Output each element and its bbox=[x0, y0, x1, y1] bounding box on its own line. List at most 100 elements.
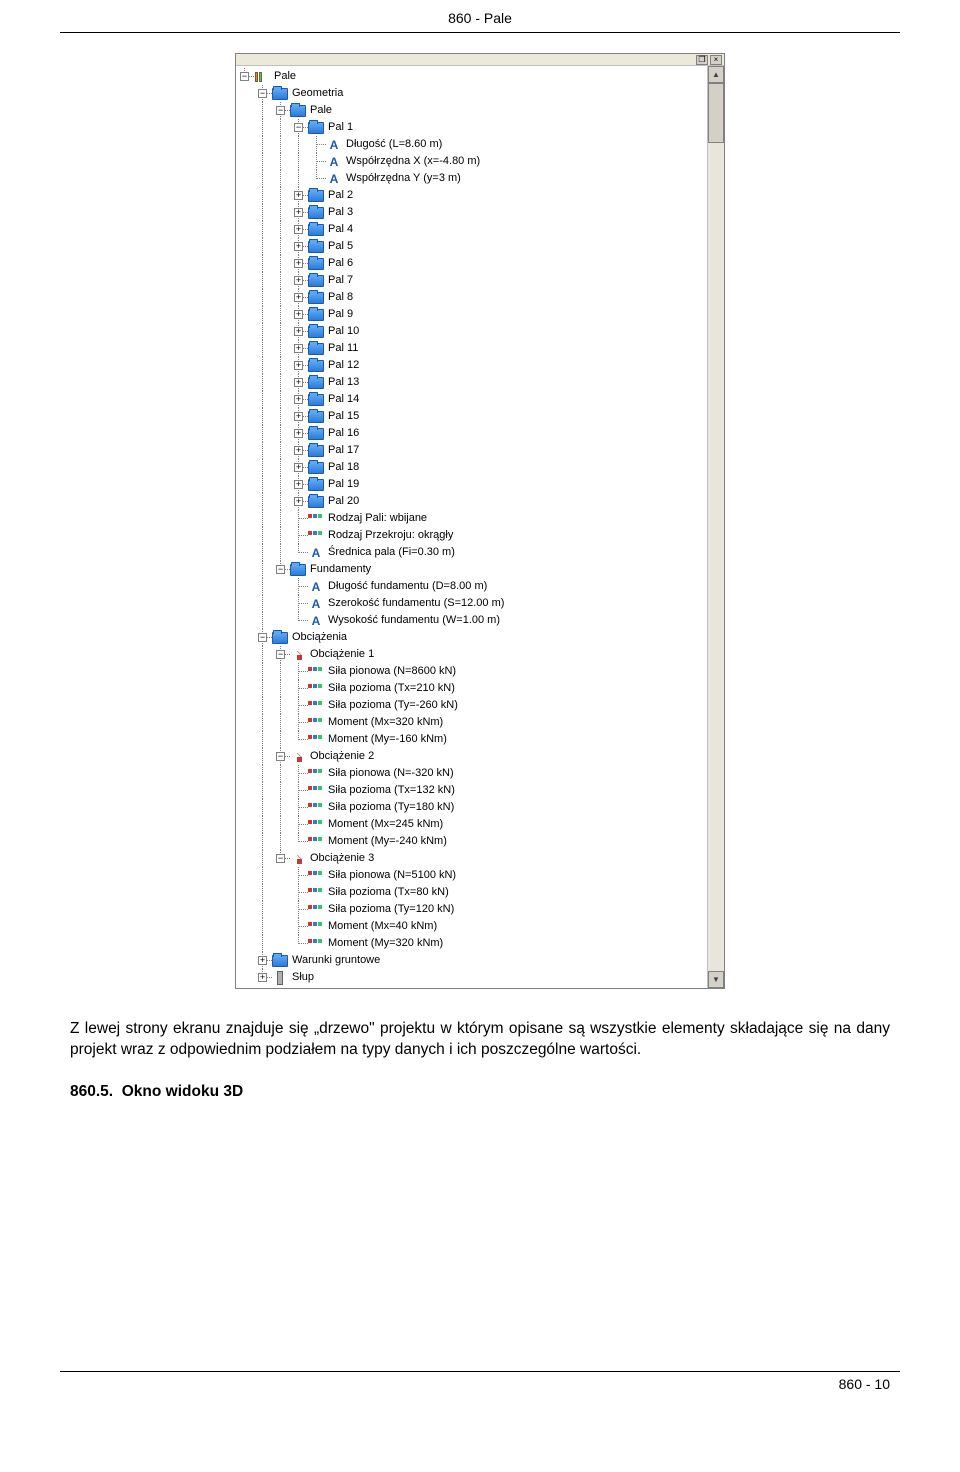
tree-pal[interactable]: +Pal 20 bbox=[236, 493, 707, 510]
tree-label: Rodzaj Pali: wbijane bbox=[328, 513, 427, 524]
tree-pal[interactable]: +Pal 17 bbox=[236, 442, 707, 459]
tree-load-prop[interactable]: Siła pozioma (Tx=132 kN) bbox=[236, 782, 707, 799]
tree-pal[interactable]: +Pal 3 bbox=[236, 204, 707, 221]
tree-pal[interactable]: +Pal 7 bbox=[236, 272, 707, 289]
tree-label: Siła pionowa (N=8600 kN) bbox=[328, 666, 456, 677]
tree-pale-attr[interactable]: Rodzaj Przekroju: okrągły bbox=[236, 527, 707, 544]
scroll-track[interactable] bbox=[708, 143, 724, 971]
tree-pal[interactable]: +Pal 4 bbox=[236, 221, 707, 238]
tree-slup[interactable]: +Słup bbox=[236, 969, 707, 986]
tree-load-prop[interactable]: Moment (My=320 kNm) bbox=[236, 935, 707, 952]
tree-label: Rodzaj Przekroju: okrągły bbox=[328, 530, 453, 541]
tree-label: Obciążenia bbox=[292, 632, 347, 643]
tree-pal[interactable]: +Pal 2 bbox=[236, 187, 707, 204]
tree-pale-attr[interactable]: AŚrednica pala (Fi=0.30 m) bbox=[236, 544, 707, 561]
project-tree[interactable]: −Pale−Geometria−Pale−Pal 1ADługość (L=8.… bbox=[236, 66, 707, 988]
tree-label: Moment (Mx=320 kNm) bbox=[328, 717, 443, 728]
tree-obciazenia[interactable]: −Obciążenia bbox=[236, 629, 707, 646]
tree-load-prop[interactable]: Moment (Mx=40 kNm) bbox=[236, 918, 707, 935]
tree-pal[interactable]: +Pal 9 bbox=[236, 306, 707, 323]
tree-label: Pal 1 bbox=[328, 122, 353, 133]
tree-label: Pal 20 bbox=[328, 496, 359, 507]
tree-pal[interactable]: +Pal 18 bbox=[236, 459, 707, 476]
tree-label: Współrzędna Y (y=3 m) bbox=[346, 173, 461, 184]
tree-pal1-prop[interactable]: AWspółrzędna X (x=-4.80 m) bbox=[236, 153, 707, 170]
tree-pal[interactable]: +Pal 12 bbox=[236, 357, 707, 374]
tree-fundamenty[interactable]: −Fundamenty bbox=[236, 561, 707, 578]
tree-label: Fundamenty bbox=[310, 564, 371, 575]
tree-label: Długość fundamentu (D=8.00 m) bbox=[328, 581, 487, 592]
tree-label: Długość (L=8.60 m) bbox=[346, 139, 442, 150]
tree-pal[interactable]: +Pal 16 bbox=[236, 425, 707, 442]
window-titlebar: ❐ × bbox=[236, 54, 724, 66]
tree-load-prop[interactable]: Moment (My=-160 kNm) bbox=[236, 731, 707, 748]
tree-load-prop[interactable]: Moment (Mx=245 kNm) bbox=[236, 816, 707, 833]
close-icon[interactable]: × bbox=[710, 55, 722, 65]
tree-label: Pal 16 bbox=[328, 428, 359, 439]
page-header: 860 - Pale bbox=[0, 0, 960, 30]
tree-pale-folder[interactable]: −Pale bbox=[236, 102, 707, 119]
tree-fund-prop[interactable]: AWysokość fundamentu (W=1.00 m) bbox=[236, 612, 707, 629]
tree-label: Pal 3 bbox=[328, 207, 353, 218]
tree-label: Siła pozioma (Ty=180 kN) bbox=[328, 802, 454, 813]
tree-pal[interactable]: +Pal 13 bbox=[236, 374, 707, 391]
tree-window: ❐ × −Pale−Geometria−Pale−Pal 1ADługość (… bbox=[235, 53, 725, 989]
tree-load[interactable]: −Obciążenie 3 bbox=[236, 850, 707, 867]
tree-geometria[interactable]: −Geometria bbox=[236, 85, 707, 102]
tree-load-prop[interactable]: Moment (My=-240 kNm) bbox=[236, 833, 707, 850]
tree-pale-attr[interactable]: Rodzaj Pali: wbijane bbox=[236, 510, 707, 527]
tree-label: Szerokość fundamentu (S=12.00 m) bbox=[328, 598, 504, 609]
tree-label: Pal 4 bbox=[328, 224, 353, 235]
scroll-thumb[interactable] bbox=[708, 83, 724, 143]
tree-label: Moment (Mx=40 kNm) bbox=[328, 921, 437, 932]
tree-pal[interactable]: +Pal 8 bbox=[236, 289, 707, 306]
tree-load-prop[interactable]: Siła pionowa (N=5100 kN) bbox=[236, 867, 707, 884]
tree-load-prop[interactable]: Siła pozioma (Ty=180 kN) bbox=[236, 799, 707, 816]
tree-load-prop[interactable]: Siła pionowa (N=-320 kN) bbox=[236, 765, 707, 782]
tree-label: Pale bbox=[310, 105, 332, 116]
tree-load-prop[interactable]: Siła pozioma (Ty=-260 kN) bbox=[236, 697, 707, 714]
tree-label: Siła pozioma (Tx=132 kN) bbox=[328, 785, 455, 796]
tree-fund-prop[interactable]: ADługość fundamentu (D=8.00 m) bbox=[236, 578, 707, 595]
header-rule bbox=[60, 32, 900, 33]
tree-load-prop[interactable]: Siła pozioma (Ty=120 kN) bbox=[236, 901, 707, 918]
tree-label: Pal 17 bbox=[328, 445, 359, 456]
tree-label: Pal 12 bbox=[328, 360, 359, 371]
restore-icon[interactable]: ❐ bbox=[696, 55, 708, 65]
tree-root[interactable]: −Pale bbox=[236, 68, 707, 85]
tree-pal[interactable]: +Pal 6 bbox=[236, 255, 707, 272]
tree-pal1-prop[interactable]: AWspółrzędna Y (y=3 m) bbox=[236, 170, 707, 187]
tree-area: −Pale−Geometria−Pale−Pal 1ADługość (L=8.… bbox=[236, 66, 724, 988]
tree-label: Pal 9 bbox=[328, 309, 353, 320]
tree-fund-prop[interactable]: ASzerokość fundamentu (S=12.00 m) bbox=[236, 595, 707, 612]
tree-label: Obciążenie 2 bbox=[310, 751, 374, 762]
tree-pal1[interactable]: −Pal 1 bbox=[236, 119, 707, 136]
tree-pal[interactable]: +Pal 5 bbox=[236, 238, 707, 255]
tree-label: Wysokość fundamentu (W=1.00 m) bbox=[328, 615, 500, 626]
tree-load-prop[interactable]: Siła pionowa (N=8600 kN) bbox=[236, 663, 707, 680]
section-heading: 860.5. Okno widoku 3D bbox=[70, 1083, 890, 1101]
tree-pal[interactable]: +Pal 10 bbox=[236, 323, 707, 340]
tree-load[interactable]: −Obciążenie 1 bbox=[236, 646, 707, 663]
footer-rule bbox=[60, 1371, 900, 1372]
tree-pal[interactable]: +Pal 19 bbox=[236, 476, 707, 493]
tree-label: Pal 6 bbox=[328, 258, 353, 269]
tree-label: Moment (My=-160 kNm) bbox=[328, 734, 447, 745]
tree-load-prop[interactable]: Siła pozioma (Tx=210 kN) bbox=[236, 680, 707, 697]
tree-load[interactable]: −Obciążenie 2 bbox=[236, 748, 707, 765]
tree-label: Pal 7 bbox=[328, 275, 353, 286]
scroll-up-icon[interactable]: ▲ bbox=[708, 66, 724, 83]
tree-label: Pal 8 bbox=[328, 292, 353, 303]
tree-pal1-prop[interactable]: ADługość (L=8.60 m) bbox=[236, 136, 707, 153]
tree-label: Siła pozioma (Tx=80 kN) bbox=[328, 887, 449, 898]
tree-pal[interactable]: +Pal 15 bbox=[236, 408, 707, 425]
tree-warunki[interactable]: +Warunki gruntowe bbox=[236, 952, 707, 969]
tree-label: Siła pozioma (Ty=-260 kN) bbox=[328, 700, 458, 711]
tree-pal[interactable]: +Pal 14 bbox=[236, 391, 707, 408]
vertical-scrollbar[interactable]: ▲ ▼ bbox=[707, 66, 724, 988]
tree-load-prop[interactable]: Siła pozioma (Tx=80 kN) bbox=[236, 884, 707, 901]
tree-load-prop[interactable]: Moment (Mx=320 kNm) bbox=[236, 714, 707, 731]
tree-label: Moment (My=320 kNm) bbox=[328, 938, 443, 949]
scroll-down-icon[interactable]: ▼ bbox=[708, 971, 724, 988]
tree-pal[interactable]: +Pal 11 bbox=[236, 340, 707, 357]
